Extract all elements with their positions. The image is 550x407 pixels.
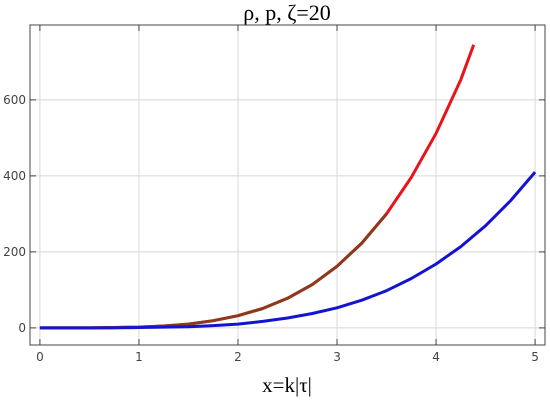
y-tick-label: 400 bbox=[3, 169, 26, 183]
x-tick-label: 4 bbox=[432, 350, 440, 364]
x-tick-label: 0 bbox=[36, 350, 44, 364]
x-tick-label: 3 bbox=[333, 350, 341, 364]
x-tick-label: 1 bbox=[135, 350, 143, 364]
x-axis-label: x=k|τ| bbox=[262, 373, 312, 397]
line bbox=[39, 44, 476, 330]
plot-frame bbox=[29, 24, 546, 346]
y-tick-label: 200 bbox=[3, 245, 26, 259]
line bbox=[39, 212, 388, 330]
y-tick-label: 0 bbox=[18, 321, 26, 335]
y-tick-label: 600 bbox=[3, 93, 26, 107]
chart-title: ρ, p, ζ=20 bbox=[243, 0, 331, 25]
x-tick-label: 2 bbox=[234, 350, 242, 364]
line bbox=[39, 171, 537, 330]
x-tick-label: 5 bbox=[531, 350, 539, 364]
